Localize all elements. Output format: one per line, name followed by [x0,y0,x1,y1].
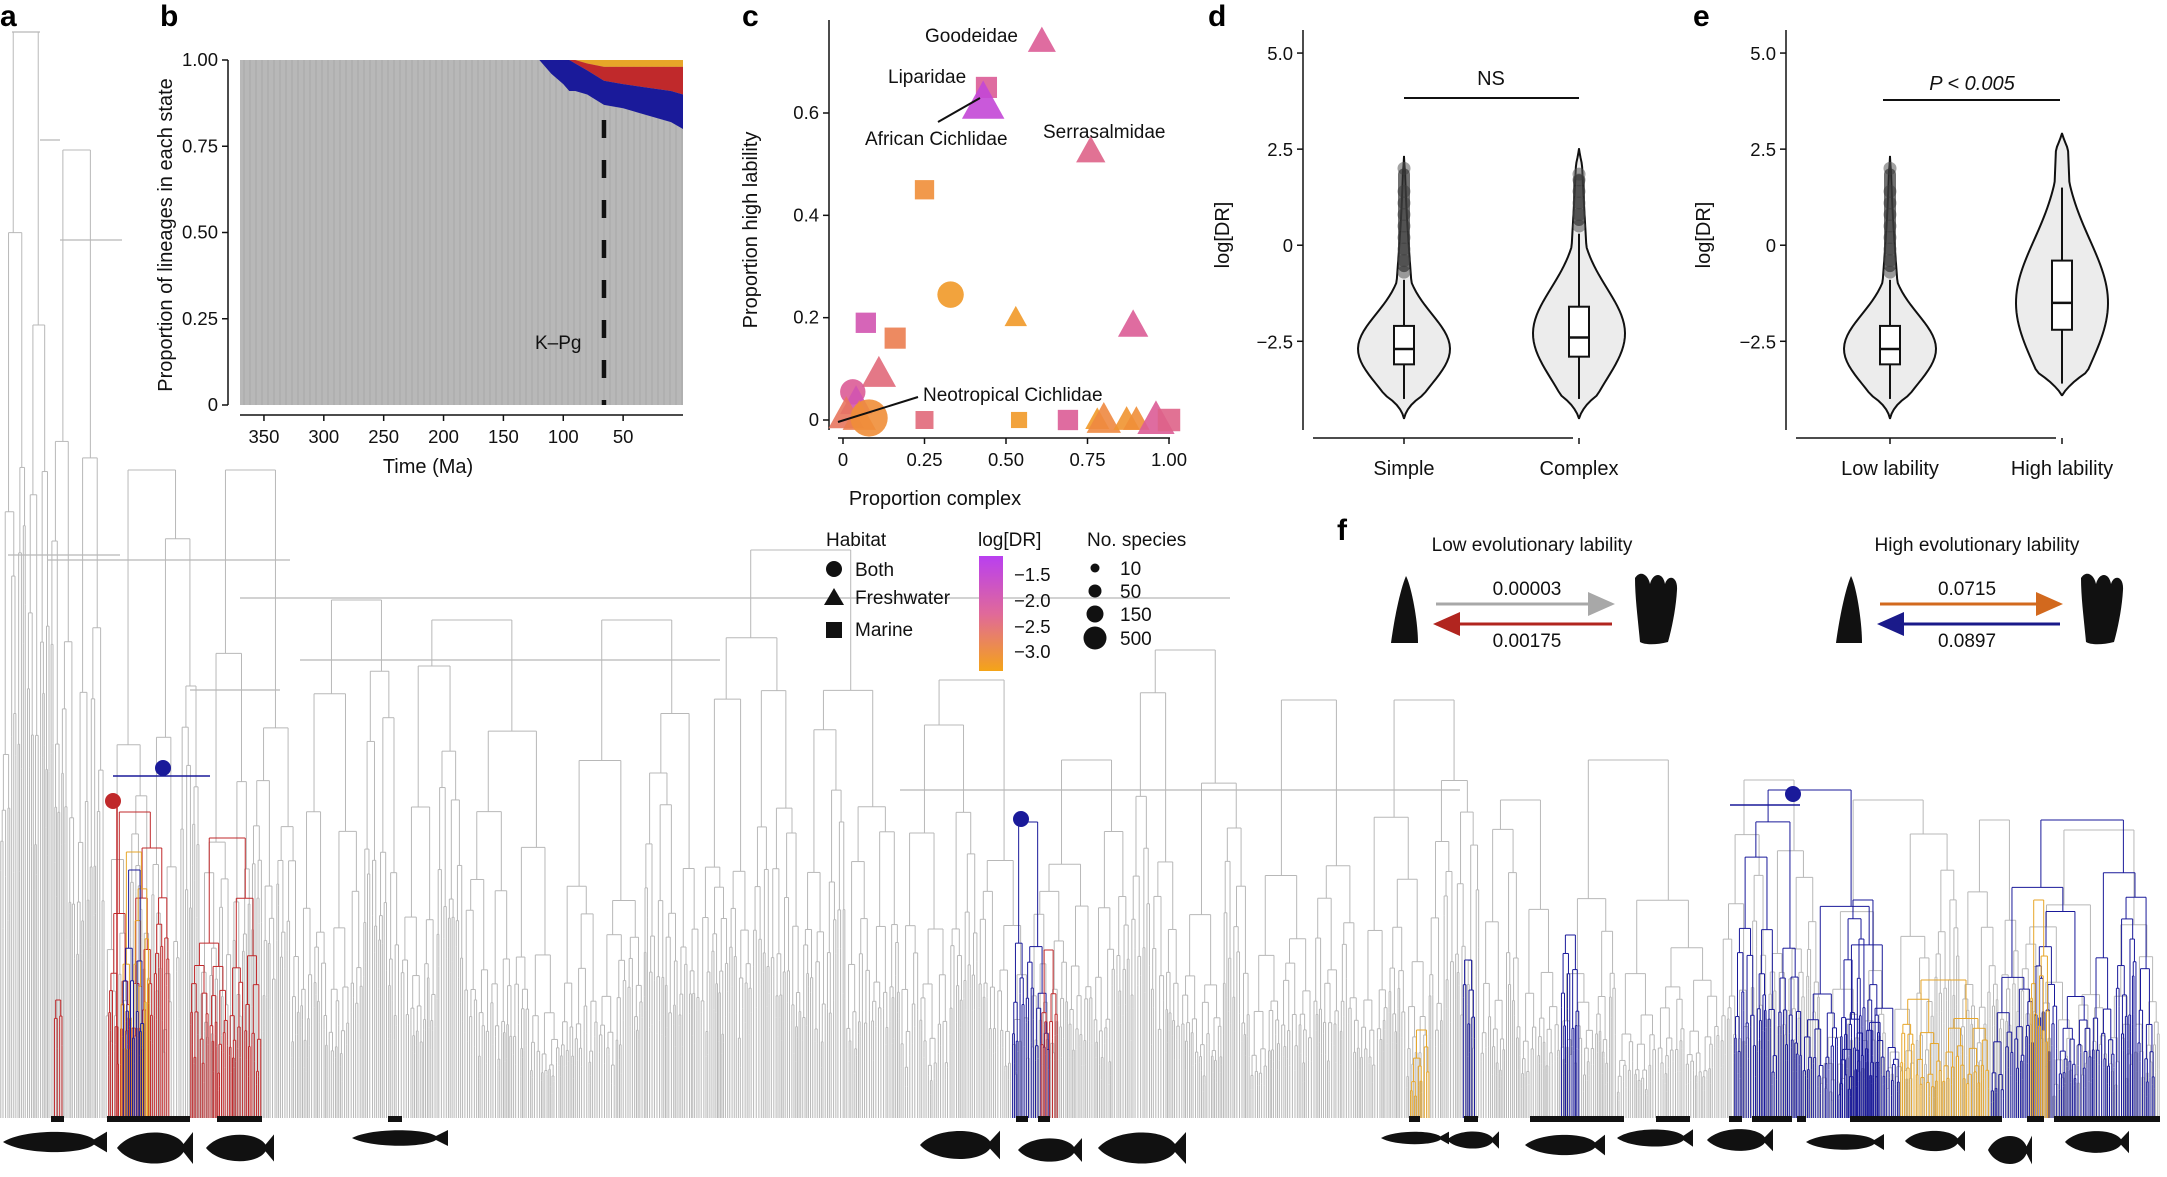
panel-label-a: a [0,0,17,33]
